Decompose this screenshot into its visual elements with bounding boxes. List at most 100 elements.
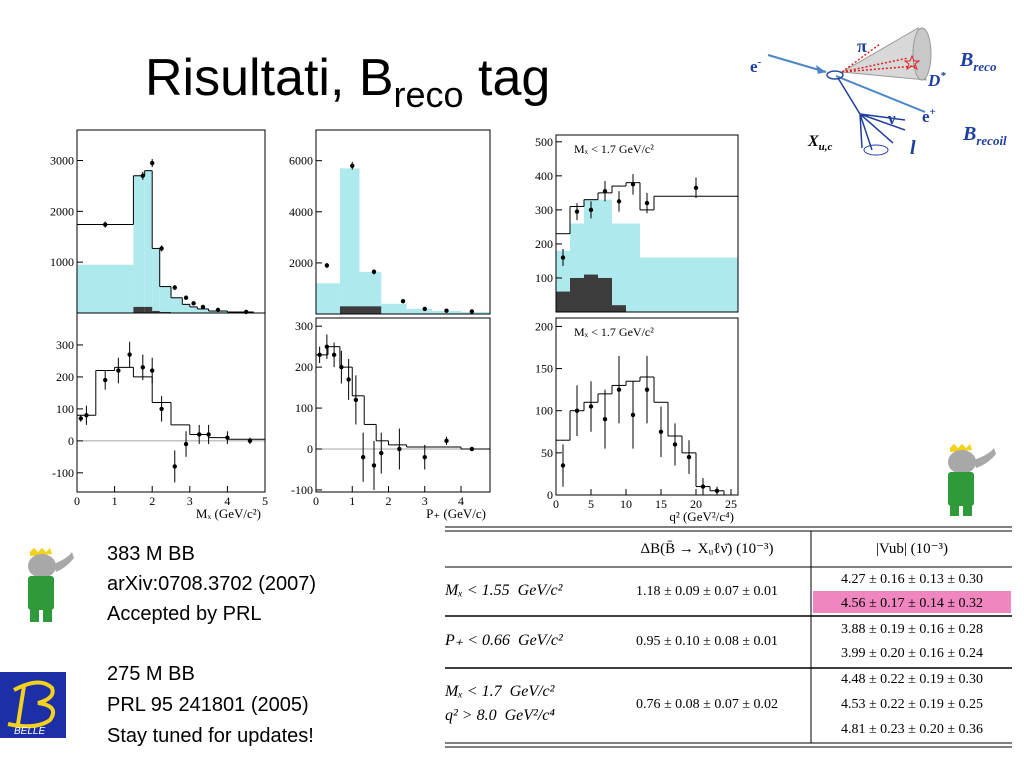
data-point — [247, 438, 253, 444]
x-axis-label: P₊ (GeV/c) — [426, 506, 486, 521]
data-point — [379, 450, 384, 456]
label-nu: ν — [887, 109, 896, 128]
data-point — [339, 364, 344, 370]
label-sub: u,c — [819, 141, 833, 153]
data-point — [324, 263, 330, 268]
note: PRL 95 241801 (2005) — [107, 694, 309, 716]
label-sup: + — [930, 106, 936, 118]
data-point — [469, 309, 475, 314]
head — [948, 450, 976, 474]
body — [28, 576, 54, 610]
x-tick-label: 1 — [112, 494, 118, 508]
data-point — [616, 199, 622, 204]
y-tick-label: 100 — [295, 401, 313, 415]
data-point — [116, 368, 121, 373]
y-tick-label: -100 — [291, 483, 313, 497]
highlight — [813, 591, 1011, 613]
cone-end — [912, 27, 932, 81]
data-point — [346, 377, 351, 382]
label-breco: Breco — [959, 49, 997, 74]
y-tick-label: 6000 — [289, 154, 313, 168]
y-tick-label: 0 — [547, 488, 553, 502]
vub-value: 4.48 ± 0.22 ± 0.19 ± 0.30 — [841, 672, 983, 687]
data-point — [244, 309, 249, 315]
data-point — [686, 454, 692, 460]
hist-bar — [359, 271, 382, 314]
data-point — [331, 352, 337, 358]
hist-bar — [227, 311, 254, 313]
title-tail: tag — [464, 49, 551, 107]
x-tick-label: 0 — [313, 494, 319, 508]
hist-bar — [182, 304, 190, 313]
x-tick-label: 5 — [588, 497, 594, 511]
beam-arrow — [767, 54, 827, 73]
data-point — [616, 387, 622, 392]
x-tick-label: 3 — [422, 494, 428, 508]
head — [28, 554, 56, 578]
data-point — [469, 446, 475, 452]
branching-fraction: 0.76 ± 0.08 ± 0.07 ± 0.02 — [636, 697, 778, 712]
data-point — [630, 182, 636, 187]
label: B — [959, 49, 973, 71]
data-point — [400, 299, 406, 304]
title-sub: reco — [394, 74, 464, 115]
label: X — [807, 133, 819, 150]
y-tick-label: 100 — [56, 402, 74, 416]
hist-bar — [159, 286, 171, 313]
x-tick-label: 0 — [553, 497, 559, 511]
hist-bar — [598, 277, 612, 312]
data-point — [700, 484, 706, 489]
note: Stay tuned for updates! — [107, 725, 314, 747]
slide-title: Risultati, Breco tag — [145, 49, 550, 115]
hist-bar — [640, 257, 654, 312]
beam-line — [835, 75, 926, 113]
data-point — [371, 269, 377, 275]
data-point — [658, 429, 664, 434]
charts: 100020003000200040006000100200300400500M… — [50, 129, 739, 524]
y-tick-label: 2000 — [289, 256, 313, 270]
data-point — [206, 432, 211, 437]
hist-bar — [626, 223, 640, 312]
hist-bar — [584, 274, 598, 312]
label-e-plus: e+ — [922, 106, 936, 126]
data-point — [672, 442, 678, 447]
data-point — [422, 455, 427, 460]
note: arXiv:0708.3702 (2007) — [107, 573, 316, 595]
data-point — [602, 416, 608, 422]
data-point — [84, 413, 89, 418]
x-tick-label: 10 — [620, 497, 632, 511]
trunk — [974, 448, 996, 468]
y-tick-label: 150 — [535, 362, 553, 376]
plot-frame — [315, 317, 491, 493]
data-point — [225, 435, 230, 440]
data-point — [183, 441, 189, 447]
cut: Mₓ < 1.7 GeV/c² — [444, 683, 556, 700]
vub-value: 4.56 ± 0.17 ± 0.14 ± 0.32 — [841, 596, 983, 611]
hist-bar — [612, 305, 626, 312]
hist-bar — [197, 308, 209, 313]
leg — [963, 506, 972, 516]
data-point — [127, 352, 132, 357]
hist-bar — [77, 264, 134, 313]
x-axis-label: q² (GeV²/c⁴) — [669, 509, 734, 524]
note: 275 M BB — [107, 663, 195, 685]
trunk — [54, 552, 74, 572]
data-point — [215, 307, 221, 313]
data-point — [183, 295, 189, 300]
y-tick-label: 4000 — [289, 205, 313, 219]
leg — [30, 610, 39, 622]
leg — [950, 506, 959, 516]
label-sub: reco — [973, 59, 997, 74]
y-tick-label: 200 — [535, 237, 553, 251]
data-point — [103, 377, 108, 383]
label: B — [962, 123, 976, 145]
annotation: Mₓ < 1.7 GeV/c² — [574, 325, 654, 339]
data-point — [353, 397, 359, 403]
vub-value: 4.53 ± 0.22 ± 0.19 ± 0.25 — [841, 697, 983, 712]
plot-frame — [76, 312, 266, 493]
y-tick-label: -100 — [52, 466, 74, 480]
data-point — [560, 463, 566, 468]
label-dstar: D* — [927, 70, 946, 90]
data-point — [360, 455, 366, 460]
